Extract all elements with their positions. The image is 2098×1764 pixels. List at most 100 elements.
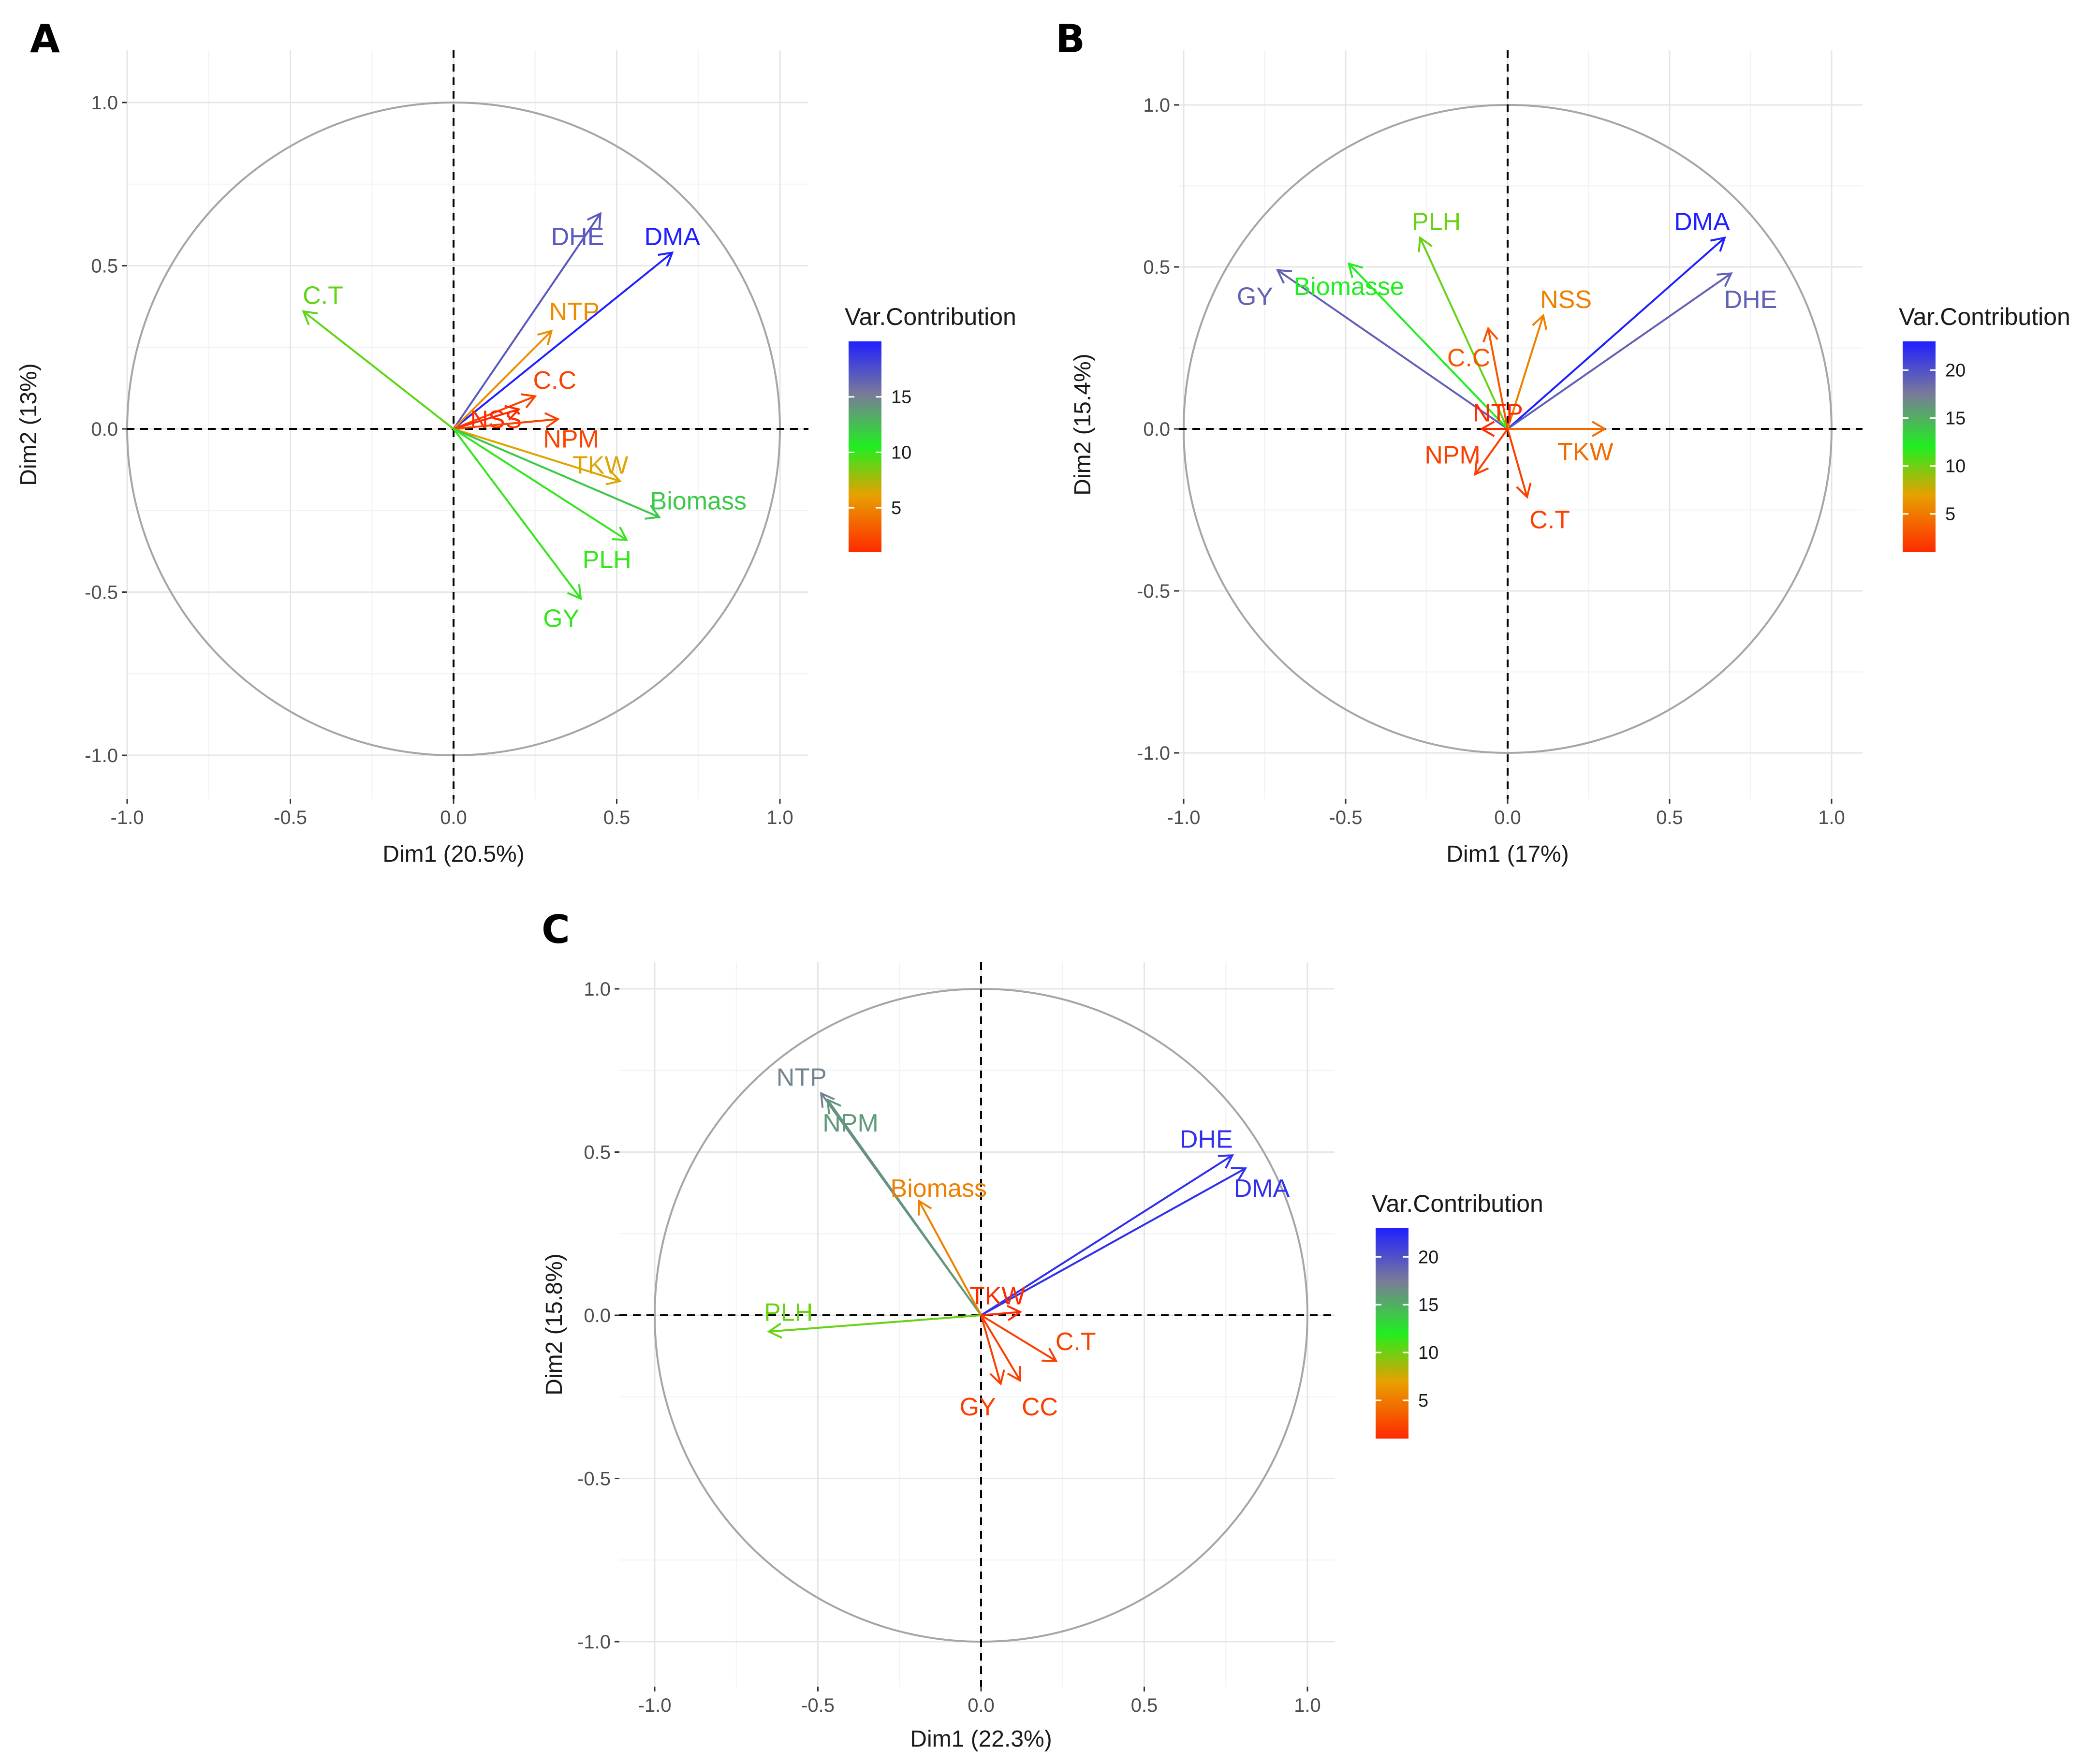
panel-a-arrow-ntp	[453, 330, 552, 430]
panel-c-plot-background	[619, 962, 1335, 1687]
panel-b-legend-tick-label: 15	[1945, 409, 1966, 429]
panel-c-x-tick-label: 0.0	[968, 1695, 995, 1716]
panel-b-arrow-dma	[1507, 237, 1726, 430]
panel-a-arrowhead-biomass	[645, 505, 661, 520]
panel-c-arrow-dhe	[980, 1154, 1233, 1316]
panel-c-plot: -1.0 -0.5 0.0 0.5 1.0 -1.0 -0.5 0.0 0.5 1.0 Dim1 (…	[542, 962, 1543, 1752]
panel-a-y-tick-label: 0.5	[91, 256, 118, 277]
panel-b-label-cc: C.C	[1447, 344, 1491, 372]
panel-b-arrowhead-ntp	[1480, 421, 1495, 437]
panel-a-arrowhead-ntp	[537, 329, 553, 345]
panel-a-legend-colorbar	[849, 341, 881, 552]
panel-c-label-biomass: Biomass	[891, 1175, 987, 1203]
panel-c-label-cc: CC	[1022, 1393, 1058, 1421]
panel-b-label-dhe: DHE	[1724, 286, 1777, 314]
panel-c-legend-tick-label: 20	[1418, 1247, 1438, 1267]
panel-a-plot: -1.0 -0.5 0.0 0.5 1.0 -1.0 -0.5 0.0 0.5 1.0 Dim1 (…	[16, 50, 1016, 867]
panel-a-label-npm: NPM	[543, 425, 599, 453]
panel-b-arrowhead-cc	[1482, 326, 1498, 343]
panel-b-y-tick-label: -0.5	[1137, 581, 1170, 602]
panel-b-arrow-biomasse	[1348, 263, 1509, 430]
panel-a-arrowhead-dma	[658, 251, 674, 267]
panel-b-arrow-gy	[1277, 269, 1509, 430]
panel-a-arrow-plh	[453, 428, 627, 541]
panel-a-label-dma: DMA	[644, 223, 700, 251]
panel-b-x-tick-label: 0.0	[1494, 807, 1521, 828]
panel-c-label-gy: GY	[960, 1393, 996, 1421]
panel-b-arrowhead-dma	[1710, 236, 1726, 252]
panel-letter-b: B	[1056, 16, 1085, 61]
panel-b-arrowhead-npm	[1474, 459, 1489, 476]
panel-a-arrowhead-cc	[520, 393, 537, 409]
panel-b-arrow-nss	[1507, 315, 1544, 429]
panel-b-y-tick-label: 1.0	[1143, 95, 1170, 116]
panel-a-arrow-ct	[303, 310, 455, 430]
panel-c-label-ct: C.T	[1056, 1328, 1096, 1356]
panel-c-arrow-gy	[980, 1315, 1002, 1384]
panel-c-label-plh: PLH	[764, 1298, 813, 1326]
panel-b-label-ct: C.T	[1529, 506, 1570, 534]
panel-c-y-tick-label: 0.0	[584, 1305, 611, 1326]
panel-a-y-tick-label: 1.0	[91, 92, 118, 114]
panel-c-arrowhead-plh	[767, 1323, 783, 1339]
panel-b-arrow-plh	[1419, 237, 1509, 429]
panel-b-arrowhead-biomasse	[1347, 262, 1364, 278]
panel-a-arrow-dhe	[453, 213, 602, 430]
panel-c-legend-title: Var.Contribution	[1372, 1190, 1543, 1217]
panel-b-arrowhead-tkw	[1592, 421, 1607, 437]
panel-a-arrow-dma	[453, 251, 673, 430]
panel-c-x-tick-label: -1.0	[638, 1695, 672, 1716]
panel-c-label-npm: NPM	[822, 1109, 879, 1137]
panel-c-y-axis-title: Dim2 (15.8%)	[542, 1253, 567, 1395]
panel-a-arrow-nss	[453, 408, 519, 430]
panel-b-x-tick-label: -0.5	[1329, 807, 1363, 828]
panel-c-arrow-npm	[827, 1099, 982, 1316]
panel-b-label-dma: DMA	[1674, 208, 1730, 236]
panel-c-label-tkw: TKW	[969, 1282, 1026, 1310]
panel-b-x-tick-label: 1.0	[1818, 807, 1845, 828]
panel-c-x-tick-label: 1.0	[1294, 1695, 1321, 1716]
panel-a-legend-tick-label: 15	[891, 387, 911, 408]
panel-b-arrowhead-plh	[1418, 236, 1433, 252]
panel-c-arrowhead-ct	[1042, 1348, 1058, 1362]
panel-c-label-dma: DMA	[1234, 1175, 1290, 1203]
panel-a-x-axis-title: Dim1 (20.5%)	[382, 841, 524, 867]
panel-c-label-dhe: DHE	[1180, 1126, 1233, 1154]
panel-a-y-tick-label: -0.5	[85, 582, 118, 603]
panel-b-plot-background	[1179, 50, 1863, 799]
panel-a-arrowhead-plh	[612, 526, 629, 541]
panel-c-legend-tick-label: 10	[1418, 1343, 1438, 1363]
panel-a-legend-tick-label: 5	[891, 498, 901, 518]
panel-a-label-nss: NSS	[470, 406, 522, 434]
panel-b-legend-tick-label: 5	[1945, 504, 1955, 525]
panel-a-arrow-npm	[453, 418, 558, 430]
panel-c-legend-tick-label: 15	[1418, 1295, 1438, 1315]
panel-b-label-gy: GY	[1237, 282, 1273, 310]
panel-c-arrowhead-biomass	[917, 1199, 932, 1216]
panel-a-legend-tick-label: 10	[891, 442, 911, 463]
panel-b-y-tick-label: 0.0	[1143, 419, 1170, 440]
panel-b-plot: -1.0 -0.5 0.0 0.5 1.0 -1.0 -0.5 0.0 0.5 1.0 Dim1 (…	[1070, 50, 2070, 867]
panel-b-arrowhead-gy	[1276, 269, 1292, 284]
panel-b-arrow-cc	[1487, 328, 1509, 429]
panel-c-arrow-ct	[980, 1314, 1057, 1362]
panel-b-label-ntp: NTP	[1473, 399, 1523, 427]
panel-b-label-biomasse: Biomasse	[1294, 273, 1404, 301]
panel-b-arrow-ct	[1507, 428, 1528, 498]
panel-c-arrowhead-tkw	[1007, 1305, 1022, 1321]
panel-b-arrow-dhe	[1507, 272, 1732, 430]
panel-b-legend-colorbar	[1903, 341, 1936, 552]
panel-a-arrow-gy	[453, 428, 582, 600]
panel-b-arrowhead-ct	[1516, 483, 1532, 499]
panel-c-x-tick-label: 0.5	[1131, 1695, 1158, 1716]
panel-a-label-gy: GY	[543, 605, 579, 633]
panel-c-arrowhead-dhe	[1218, 1154, 1234, 1169]
panel-a-label-dhe: DHE	[551, 223, 604, 251]
panel-a-x-tick-label: 1.0	[766, 807, 793, 828]
panel-b-x-tick-label: -1.0	[1167, 807, 1201, 828]
panel-c-arrowhead-gy	[989, 1369, 1005, 1386]
panel-a-arrow-biomass	[453, 428, 660, 518]
panel-letter-a: A	[30, 16, 60, 61]
panel-a-x-tick-label: 0.5	[603, 807, 631, 828]
panel-c-x-tick-label: -0.5	[801, 1695, 835, 1716]
